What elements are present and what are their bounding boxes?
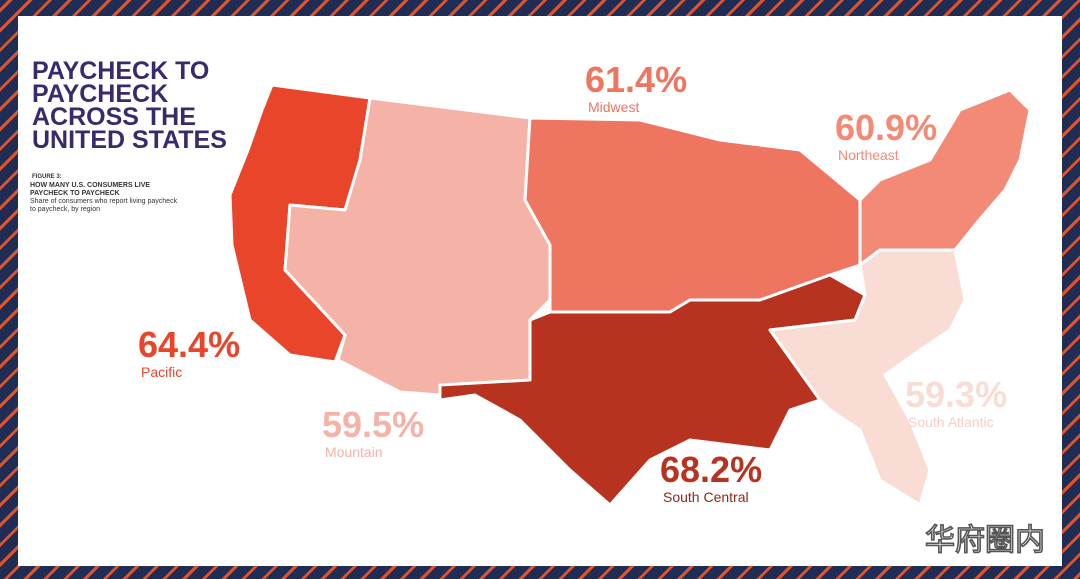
labels: 64.4%Pacific 59.5%Mountain 61.4%Midwest 60.… <box>138 59 1007 505</box>
region-name: South Central <box>663 489 749 505</box>
figure-text: HOW MANY U.S. CONSUMERS LIVE PAYCHECK TO… <box>30 182 178 213</box>
region-value: 59.3% <box>905 374 1007 415</box>
region-value: 60.9% <box>835 107 937 148</box>
figure-subtitle: Share of consumers who report living pay… <box>30 198 178 213</box>
figure-label: FIGURE 3: <box>32 174 62 180</box>
region-value: 64.4% <box>138 324 240 365</box>
title: PAYCHECK TO PAYCHECK ACROSS THE UNITED STAT… <box>32 57 227 154</box>
region-area <box>438 273 867 507</box>
region-value: 68.2% <box>660 449 762 490</box>
region-name: Mountain <box>325 444 383 460</box>
region-name: Northeast <box>838 147 899 163</box>
region-area <box>768 248 967 507</box>
region-name: Midwest <box>588 99 639 115</box>
region-name: Pacific <box>141 364 182 380</box>
figure-title: HOW MANY U.S. CONSUMERS LIVE PAYCHECK TO… <box>30 182 151 197</box>
watermark: 华府圈内 <box>925 523 1045 557</box>
region-value: 59.5% <box>322 404 424 445</box>
region-value: 61.4% <box>585 59 687 100</box>
region-name: South Atlantic <box>908 414 994 430</box>
